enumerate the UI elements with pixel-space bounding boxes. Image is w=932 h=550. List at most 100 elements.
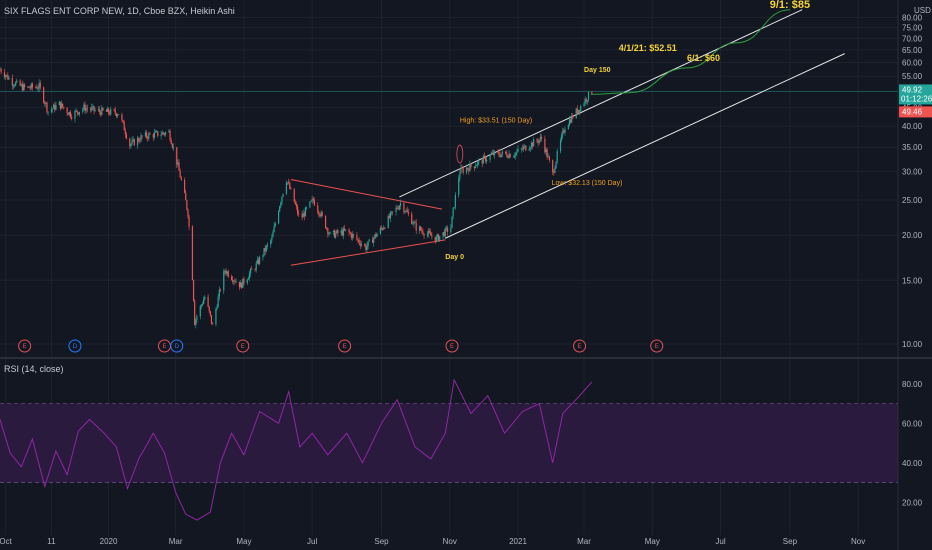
candle-body bbox=[517, 148, 519, 152]
candle-body bbox=[76, 110, 78, 113]
candle-body bbox=[500, 154, 502, 157]
candle-body bbox=[121, 114, 123, 121]
candle-body bbox=[539, 136, 541, 140]
candle-body bbox=[239, 282, 242, 288]
projection-curve bbox=[590, 9, 790, 95]
earnings-marker[interactable]: E bbox=[573, 339, 587, 353]
candle-body bbox=[445, 227, 448, 229]
candle-body bbox=[227, 271, 229, 277]
candle-body bbox=[262, 255, 264, 257]
candle-body bbox=[302, 213, 304, 218]
candle-body bbox=[122, 120, 124, 122]
candle-body bbox=[460, 167, 462, 174]
earnings-marker[interactable]: E bbox=[18, 339, 32, 353]
candle-body bbox=[219, 289, 222, 291]
candle-body bbox=[398, 205, 401, 210]
candle-body bbox=[35, 87, 37, 89]
candle-body bbox=[587, 91, 590, 101]
candle-body bbox=[263, 248, 265, 256]
earnings-marker[interactable]: E bbox=[157, 339, 171, 353]
x-tick-label: Sep bbox=[783, 537, 798, 546]
candle-body bbox=[467, 167, 469, 169]
candle-body bbox=[585, 98, 587, 102]
candle-body bbox=[187, 209, 189, 217]
candle-body bbox=[254, 269, 256, 271]
candle-body bbox=[163, 133, 166, 135]
candle-body bbox=[92, 106, 94, 108]
candle-body bbox=[461, 167, 463, 169]
x-tick-label: Nov bbox=[443, 537, 457, 546]
candle-body bbox=[264, 248, 266, 252]
candle-body bbox=[265, 245, 267, 252]
candle-body bbox=[310, 200, 312, 202]
candle-body bbox=[553, 172, 555, 173]
candle-body bbox=[293, 188, 295, 203]
annotation-label: Low: $32.13 (150 Day) bbox=[552, 180, 623, 187]
candle-body bbox=[101, 107, 103, 116]
candle-body bbox=[241, 282, 243, 288]
candle-body bbox=[109, 113, 111, 115]
candle-body bbox=[351, 234, 354, 238]
candle-body bbox=[340, 230, 342, 234]
candle-body bbox=[482, 156, 484, 164]
candle-body bbox=[364, 244, 366, 246]
candle-body bbox=[60, 103, 63, 109]
candle-body bbox=[492, 152, 495, 155]
candle-body bbox=[572, 115, 574, 118]
candle-body bbox=[501, 151, 503, 155]
candle-body bbox=[90, 108, 92, 111]
candle-body bbox=[333, 230, 336, 238]
candle-body bbox=[371, 239, 374, 243]
candle-body bbox=[454, 194, 456, 208]
candle-body bbox=[580, 106, 582, 112]
channel-lower-line bbox=[445, 53, 845, 239]
earnings-marker[interactable]: E bbox=[650, 339, 664, 353]
candle-body bbox=[6, 74, 8, 76]
candle-body bbox=[200, 305, 202, 307]
candle-body bbox=[356, 235, 358, 240]
candle-body bbox=[256, 259, 258, 264]
earnings-marker[interactable]: E bbox=[338, 339, 352, 353]
y-tick-label: 75.00 bbox=[902, 23, 923, 32]
dividend-marker[interactable]: D bbox=[68, 339, 82, 353]
candle-body bbox=[105, 110, 107, 112]
candle-body bbox=[20, 84, 22, 86]
candle-body bbox=[493, 150, 496, 155]
candle-body bbox=[357, 239, 359, 241]
y-tick-label: 60.00 bbox=[902, 59, 923, 68]
x-tick-label: Oct bbox=[0, 537, 13, 546]
candle-body bbox=[43, 87, 45, 103]
candle-body bbox=[515, 152, 517, 156]
y-tick-label: 15.00 bbox=[902, 276, 923, 285]
candle-body bbox=[139, 140, 141, 142]
candle-body bbox=[282, 193, 284, 197]
rsi-line-group bbox=[0, 378, 593, 521]
candle-body bbox=[133, 139, 135, 146]
event-circle bbox=[18, 339, 32, 353]
candle-body bbox=[305, 207, 308, 209]
candle-body bbox=[413, 221, 415, 224]
candle-body bbox=[255, 263, 257, 270]
candle-body bbox=[568, 119, 571, 125]
candle-body bbox=[591, 91, 593, 94]
candle-body bbox=[75, 110, 77, 112]
candle-body bbox=[559, 140, 562, 152]
earnings-marker[interactable]: E bbox=[445, 339, 459, 353]
candle-body bbox=[523, 146, 525, 150]
y-tick-label: 55.00 bbox=[902, 72, 923, 81]
candle-body bbox=[427, 231, 430, 234]
candle-body bbox=[115, 113, 117, 117]
candle-body bbox=[160, 134, 162, 137]
dividend-marker[interactable]: D bbox=[170, 339, 184, 353]
candle-body bbox=[350, 233, 352, 238]
candle-body bbox=[242, 278, 244, 288]
candle-body bbox=[509, 153, 511, 158]
candle-body bbox=[4, 75, 7, 78]
candle-body bbox=[270, 240, 272, 245]
candle-body bbox=[31, 83, 34, 88]
earnings-marker[interactable]: E bbox=[236, 339, 250, 353]
candle-body bbox=[0, 69, 2, 73]
event-circle bbox=[236, 339, 250, 353]
